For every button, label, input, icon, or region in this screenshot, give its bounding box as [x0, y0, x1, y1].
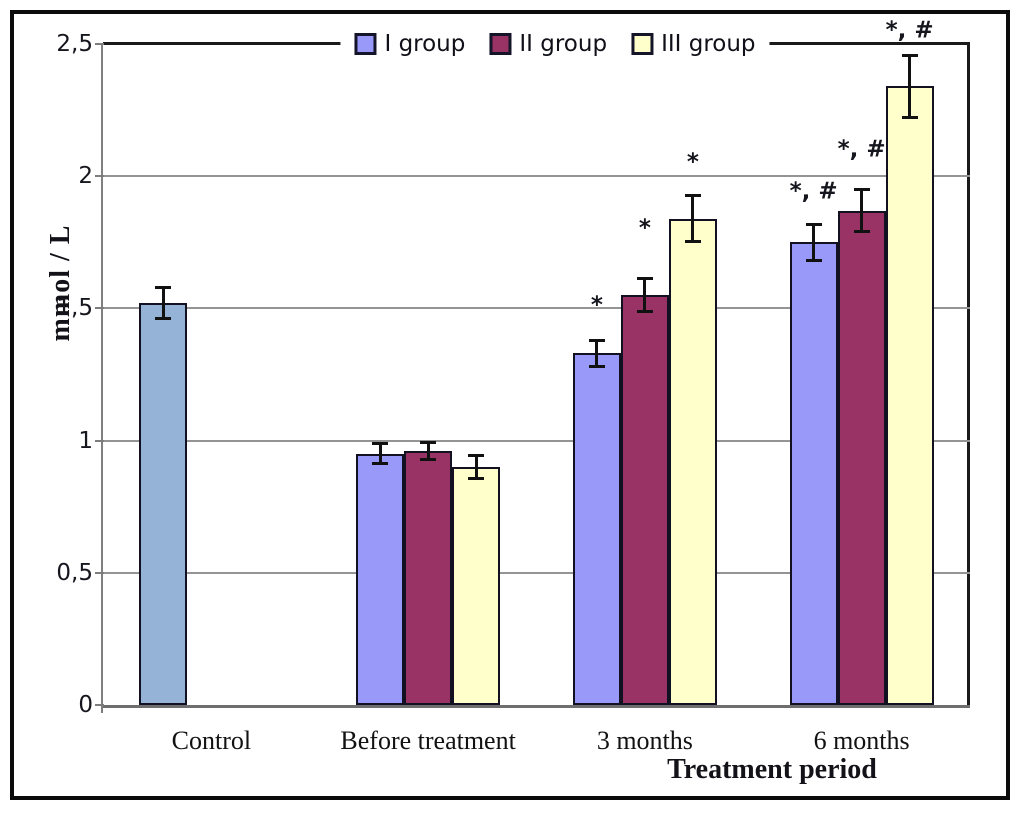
bar-ii-group-before-treatment	[404, 451, 453, 705]
plot-border-right	[967, 42, 970, 708]
y-axis-title: mmol / L	[45, 224, 76, 342]
legend-item-iii-group: III group	[631, 31, 756, 57]
error-bar-cap-bottom	[636, 310, 653, 314]
error-bar	[161, 287, 165, 319]
error-bar	[426, 441, 430, 461]
error-bar-cap-top	[468, 454, 485, 458]
significance-annotation: *, #	[885, 17, 934, 44]
error-bar	[595, 340, 599, 367]
x-category-label-control: Control	[171, 726, 252, 755]
legend-swatch-ii-group	[489, 33, 512, 55]
bar-ii-group-6-months	[837, 210, 886, 705]
legend-item-i-group: I group	[354, 31, 465, 57]
significance-annotation: *, #	[789, 178, 838, 205]
error-bar-cap-bottom	[588, 364, 605, 368]
x-category-label-6-months: 6 months	[813, 726, 910, 755]
legend-label: II group	[519, 31, 608, 57]
y-axis-tick	[95, 704, 104, 706]
error-bar-cap-bottom	[853, 229, 870, 233]
error-bar-cap-top	[805, 222, 822, 226]
error-bar-cap-bottom	[901, 116, 918, 120]
y-axis-tick	[95, 439, 104, 442]
legend-item-ii-group: II group	[489, 31, 607, 57]
error-bar-cap-top	[853, 188, 870, 192]
error-bar-cap-top	[372, 442, 389, 446]
chart-outer-frame	[10, 10, 1010, 800]
x-category-label-before-treatment: Before treatment	[340, 726, 516, 755]
error-bar-cap-top	[901, 53, 918, 57]
error-bar-cap-bottom	[155, 316, 172, 320]
bar-iii-group-6-months	[885, 86, 934, 705]
error-bar	[378, 443, 382, 465]
significance-annotation: *	[590, 292, 603, 319]
legend-swatch-i-group	[354, 33, 377, 55]
bar-i-group-3-months	[572, 353, 621, 705]
legend: I group II group III group	[340, 28, 770, 60]
significance-annotation: *, #	[837, 136, 886, 163]
gridline	[103, 439, 970, 442]
y-tick-label: 2	[78, 163, 93, 190]
gridline	[103, 571, 970, 574]
error-bar-cap-bottom	[372, 462, 389, 466]
error-bar-cap-bottom	[468, 476, 485, 480]
plot-border-left	[101, 44, 103, 708]
y-axis-tick	[95, 307, 104, 310]
error-bar-cap-top	[636, 276, 653, 280]
error-bar-cap-bottom	[420, 458, 437, 462]
error-bar-cap-bottom	[805, 258, 822, 262]
x-category-label-3-months: 3 months	[596, 726, 693, 755]
x-axis-title: Treatment period	[667, 754, 877, 785]
error-bar-cap-top	[588, 339, 605, 343]
error-bar-cap-bottom	[684, 240, 701, 244]
y-tick-label: 2,5	[56, 31, 93, 57]
x-axis-line	[101, 705, 970, 708]
bar-iii-group-3-months	[668, 218, 717, 705]
gridline	[103, 307, 970, 310]
bar-ii-group-3-months	[620, 295, 669, 705]
legend-label: III group	[661, 31, 756, 57]
bar-control-control	[139, 303, 188, 705]
legend-label: I group	[384, 31, 466, 57]
error-bar-cap-top	[420, 440, 437, 444]
plot-area: * *, # * *, # * *, #	[103, 19, 970, 705]
significance-annotation: *	[638, 215, 651, 242]
error-bar	[691, 194, 695, 243]
significance-annotation: *	[686, 149, 699, 176]
y-axis-tick	[95, 571, 104, 574]
y-tick-label: 1,5	[56, 295, 93, 322]
error-bar	[474, 455, 478, 479]
y-axis-tick	[95, 175, 104, 178]
y-tick-label: 0,5	[56, 559, 93, 586]
error-bar-cap-top	[155, 286, 172, 290]
error-bar	[908, 54, 912, 119]
gridline	[103, 175, 970, 178]
error-bar-cap-top	[684, 193, 701, 197]
bar-i-group-before-treatment	[356, 453, 405, 705]
y-tick-label: 0	[78, 692, 93, 718]
error-bar	[860, 189, 864, 232]
x-axis-tick	[101, 705, 103, 713]
y-tick-label: 1	[78, 427, 93, 454]
error-bar	[643, 277, 647, 313]
legend-swatch-iii-group	[631, 33, 654, 55]
y-axis-tick	[95, 43, 104, 45]
bar-i-group-6-months	[789, 242, 838, 705]
bar-iii-group-before-treatment	[452, 467, 501, 705]
error-bar	[812, 223, 816, 261]
